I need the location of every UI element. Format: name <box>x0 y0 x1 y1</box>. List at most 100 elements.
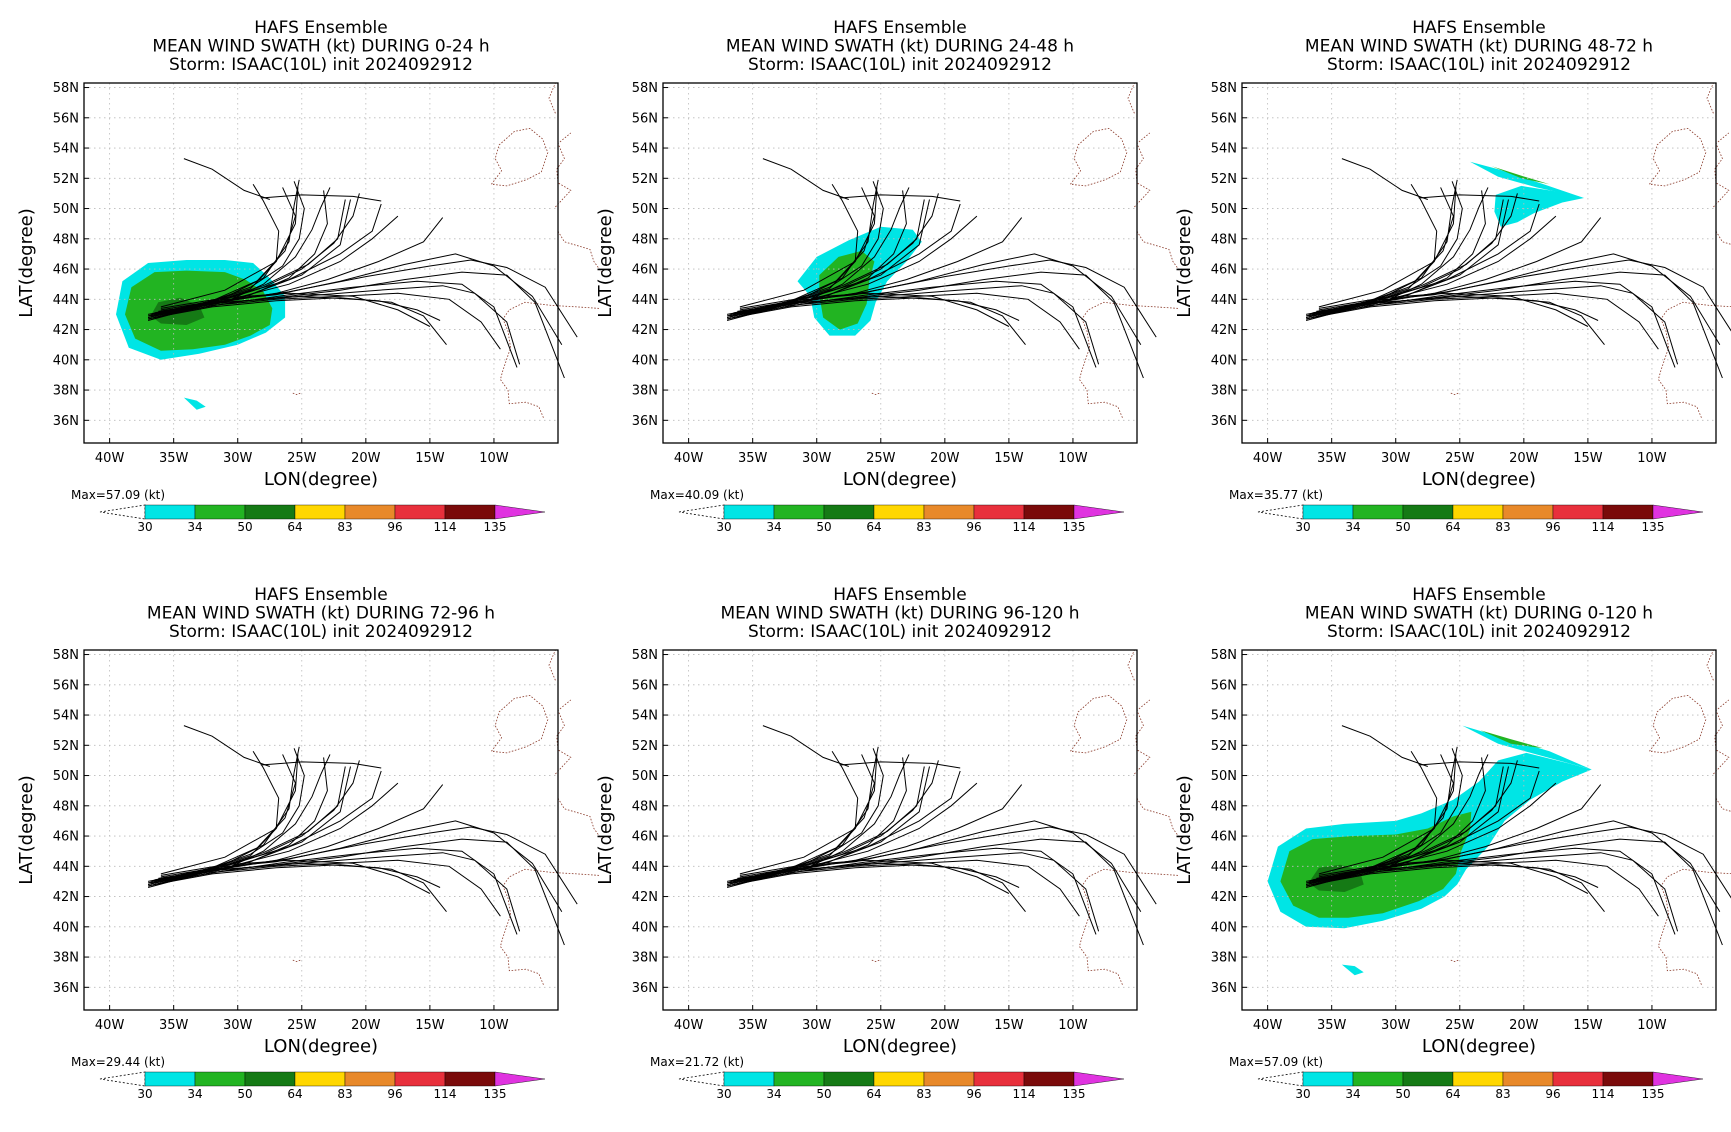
lon-tick-label: 40W <box>674 1018 704 1033</box>
ensemble-track <box>154 862 441 888</box>
lon-tick-label: 25W <box>287 1018 317 1033</box>
lon-tick-label: 15W <box>994 1018 1024 1033</box>
lat-tick-label: 50N <box>632 769 658 784</box>
ensemble-track <box>147 784 444 885</box>
lon-tick-label: 35W <box>738 1018 768 1033</box>
ensemble-track <box>1305 217 1602 318</box>
colorbar-segment <box>1302 1071 1354 1087</box>
max-wind-label: Max=21.72 (kt) <box>650 1055 744 1069</box>
lat-tick-label: 58N <box>53 81 79 96</box>
lon-tick-label: 35W <box>159 1018 189 1033</box>
ensemble-track <box>727 259 1157 338</box>
lat-tick-label: 38N <box>632 951 658 966</box>
lat-tick-label: 56N <box>632 678 658 693</box>
colorbar-segment <box>144 1071 196 1087</box>
lat-tick-label: 36N <box>1211 414 1237 429</box>
ensemble-track <box>160 187 299 308</box>
coastline <box>1715 230 1731 245</box>
map-frame <box>662 82 1138 444</box>
lat-tick-label: 56N <box>1211 111 1237 126</box>
lon-tick-label: 30W <box>223 1018 253 1033</box>
coastline <box>1078 301 1179 419</box>
colorbar-label: 114 <box>1592 1087 1615 1101</box>
colorbar-label: 30 <box>716 520 731 534</box>
coastline <box>1127 649 1135 681</box>
colorbar-segment <box>1352 1071 1404 1087</box>
colorbar-label: 64 <box>287 520 302 534</box>
lat-tick-label: 46N <box>632 263 658 278</box>
colorbar-segment <box>144 504 196 520</box>
lat-tick-label: 40N <box>632 353 658 368</box>
lat-tick-label: 38N <box>632 384 658 399</box>
colorbar-label: 34 <box>766 520 781 534</box>
ensemble-track <box>1316 199 1509 312</box>
ensemble-track <box>733 847 1097 935</box>
map-frame <box>1241 649 1717 1011</box>
colorbar-segment <box>344 504 396 520</box>
colorbar-label: 96 <box>966 1087 981 1101</box>
wind-swath-area <box>1470 161 1584 198</box>
lon-tick-label: 25W <box>1445 1018 1475 1033</box>
ensemble-track <box>810 187 910 300</box>
y-axis-label: LAT(degree) <box>16 775 37 884</box>
coastline <box>1450 392 1459 396</box>
ensemble-track <box>727 826 1157 905</box>
ensemble-track <box>1312 864 1605 913</box>
y-axis-label: LAT(degree) <box>595 775 616 884</box>
colorbar-label: 34 <box>1345 520 1360 534</box>
coastline <box>1450 959 1459 963</box>
colorbar-label: 114 <box>434 1087 457 1101</box>
ensemble-track <box>160 754 299 875</box>
coastline <box>871 392 880 396</box>
colorbar-label: 135 <box>1063 520 1086 534</box>
colorbar-label: 96 <box>966 520 981 534</box>
ensemble-track <box>729 179 879 315</box>
ensemble-track <box>183 725 270 767</box>
lat-tick-label: 42N <box>53 323 79 338</box>
colorbar-segment <box>923 1071 975 1087</box>
lon-tick-label: 10W <box>1058 451 1088 466</box>
lat-tick-label: 46N <box>53 263 79 278</box>
colorbar-segment <box>1552 504 1604 520</box>
colorbar-label: 30 <box>716 1087 731 1101</box>
colorbar-label: 135 <box>484 520 507 534</box>
lat-tick-label: 40N <box>1211 353 1237 368</box>
colorbar-label: 34 <box>1345 1087 1360 1101</box>
lat-tick-label: 36N <box>632 414 658 429</box>
colorbar-label: 64 <box>1445 520 1460 534</box>
map-frame <box>83 649 559 1011</box>
lon-tick-label: 20W <box>930 1018 960 1033</box>
colorbar-segment <box>394 504 446 520</box>
coastline <box>1657 301 1731 419</box>
colorbar-label: 114 <box>1013 1087 1036 1101</box>
lon-tick-label: 40W <box>1253 451 1283 466</box>
lat-tick-label: 46N <box>53 830 79 845</box>
colorbar-under-arrow <box>1257 1071 1304 1087</box>
lat-tick-label: 38N <box>53 951 79 966</box>
colorbar-label: 50 <box>816 520 831 534</box>
lat-tick-label: 50N <box>53 769 79 784</box>
lat-tick-label: 42N <box>632 323 658 338</box>
lon-tick-label: 30W <box>802 451 832 466</box>
ensemble-track <box>154 295 441 321</box>
ensemble-track <box>839 761 961 769</box>
ensemble-track <box>1312 862 1599 888</box>
lat-tick-label: 44N <box>632 860 658 875</box>
ensemble-track <box>1305 271 1723 379</box>
ensemble-track <box>739 754 878 875</box>
colorbar-over-arrow <box>1073 1071 1125 1087</box>
panel-title3: Storm: ISAAC(10L) init 2024092912 <box>1327 622 1631 642</box>
x-axis-label: LON(degree) <box>843 469 957 490</box>
map-frame <box>83 82 559 444</box>
colorbar-segment <box>973 504 1025 520</box>
colorbar-label: 30 <box>137 1087 152 1101</box>
wind-swath-area <box>1462 725 1592 770</box>
colorbar-segment <box>244 1071 296 1087</box>
colorbar-segment <box>1602 504 1654 520</box>
ensemble-track <box>726 292 1080 350</box>
